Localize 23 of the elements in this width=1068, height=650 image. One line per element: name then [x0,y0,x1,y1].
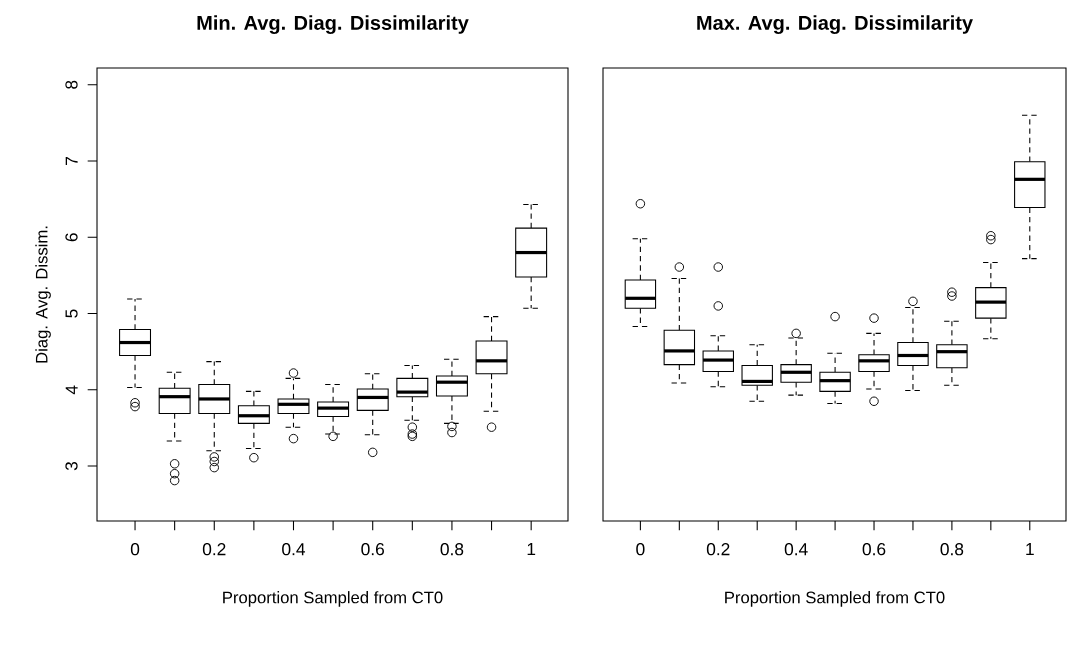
x-tick-label: 0.2 [202,543,226,556]
x-tick-label: 0.4 [784,543,808,556]
chart-title: Max. Avg. Diag. Dissimilarity [697,15,973,34]
y-tick-label: 5 [65,309,78,318]
y-tick-label: 8 [65,80,78,89]
x-tick-label: 1 [527,543,536,555]
x-tick-label: 0.8 [940,543,964,556]
y-tick-label: 6 [65,233,78,242]
y-axis-title: Diag. Avg. Dissim. [35,226,51,363]
x-tick-label: 0 [130,543,140,556]
x-axis-title: Proportion Sampled from CT0 [223,591,443,607]
x-tick-label: 0.4 [282,543,306,556]
x-tick-label: 0.2 [706,543,730,556]
x-tick-label: 0.6 [862,543,886,556]
x-tick-label: 1 [1026,543,1034,555]
chart-title: Min. Avg. Diag. Dissimilarity [197,15,469,34]
x-tick-label: 0.6 [361,543,385,556]
y-tick-label: 3 [65,462,78,471]
x-axis-title: Proportion Sampled from CT0 [725,591,945,607]
y-tick-label: 7 [65,157,78,165]
x-tick-label: 0 [636,543,645,556]
y-tick-label: 4 [65,385,78,395]
x-tick-label: 0.8 [440,543,464,556]
